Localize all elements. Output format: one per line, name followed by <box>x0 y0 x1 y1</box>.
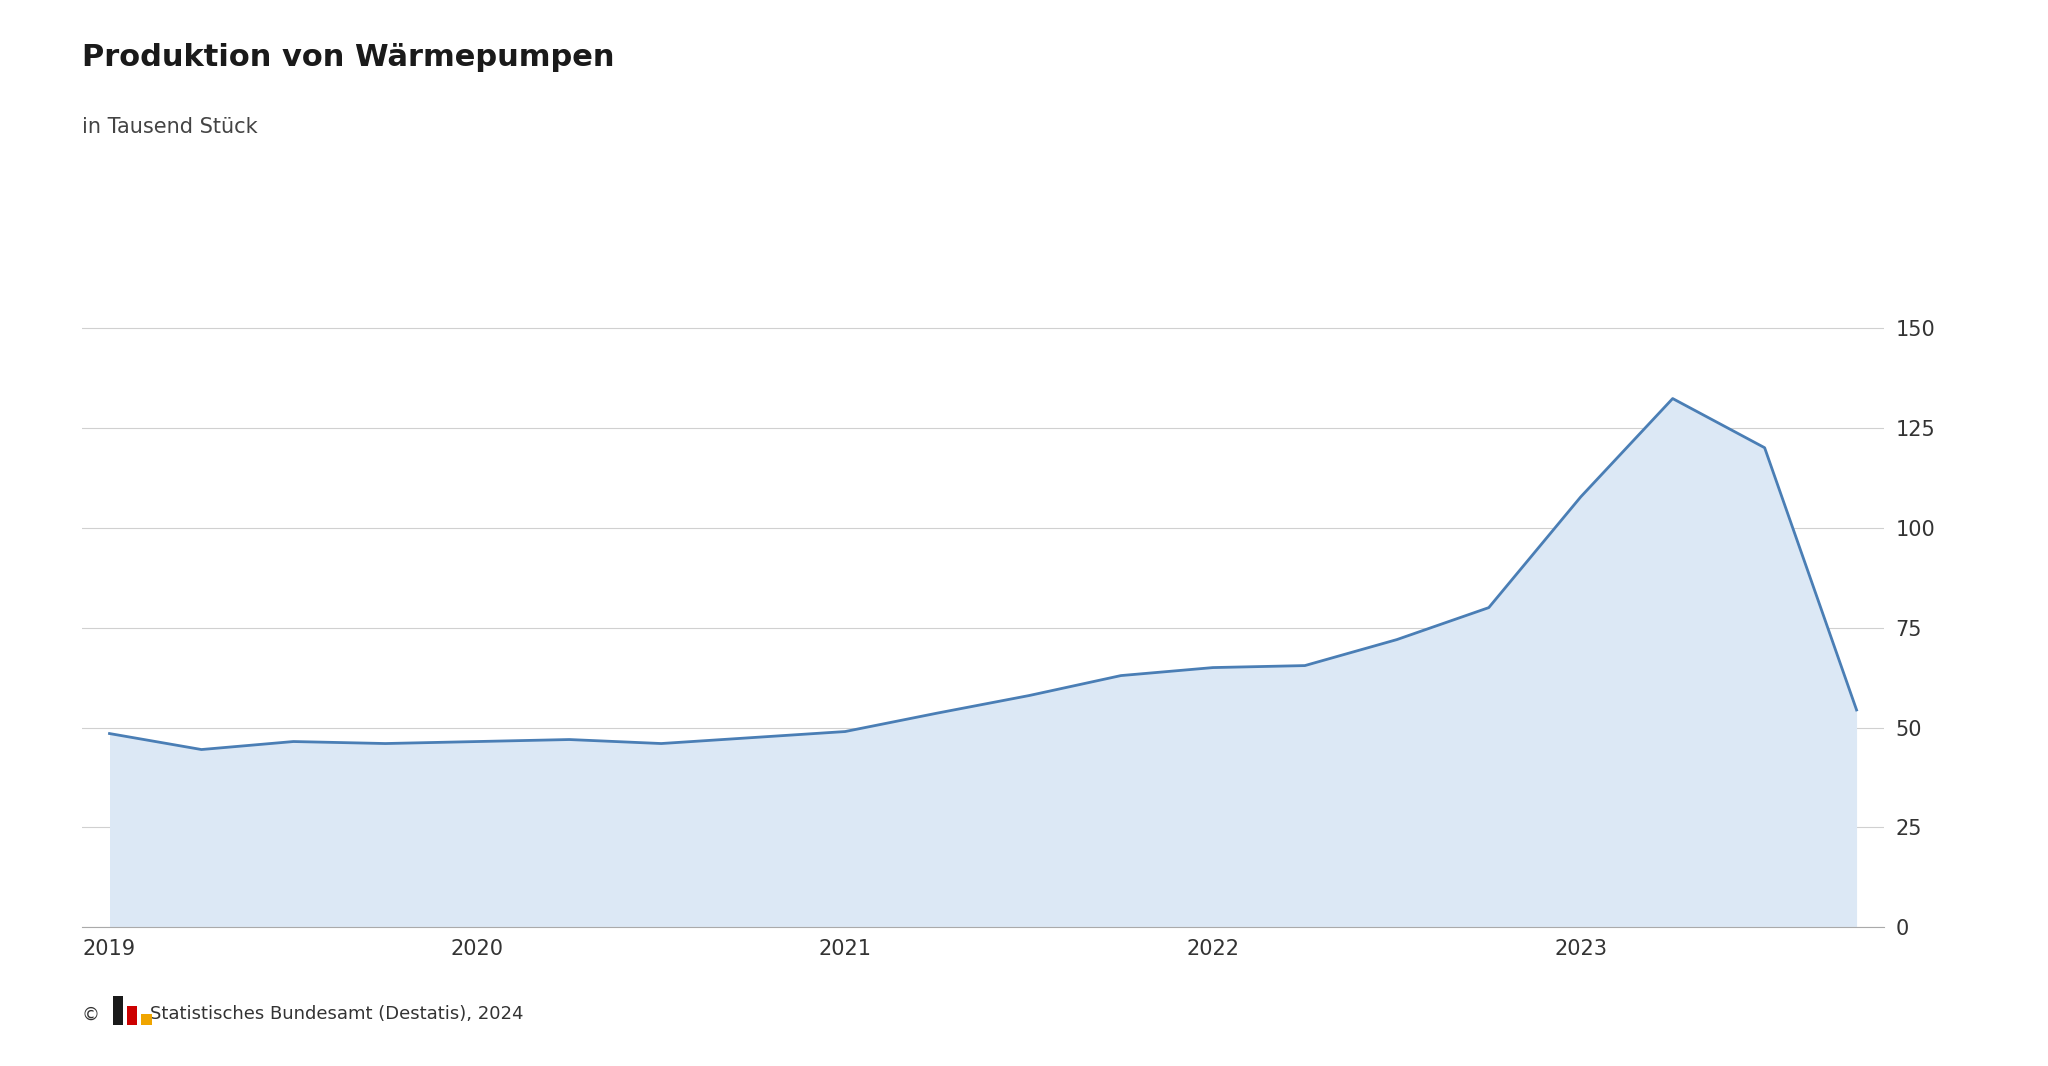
Text: ©: © <box>82 1005 100 1023</box>
Text: Statistisches Bundesamt (Destatis), 2024: Statistisches Bundesamt (Destatis), 2024 <box>150 1005 522 1023</box>
Text: Produktion von Wärmepumpen: Produktion von Wärmepumpen <box>82 43 614 71</box>
Text: in Tausend Stück: in Tausend Stück <box>82 117 258 138</box>
